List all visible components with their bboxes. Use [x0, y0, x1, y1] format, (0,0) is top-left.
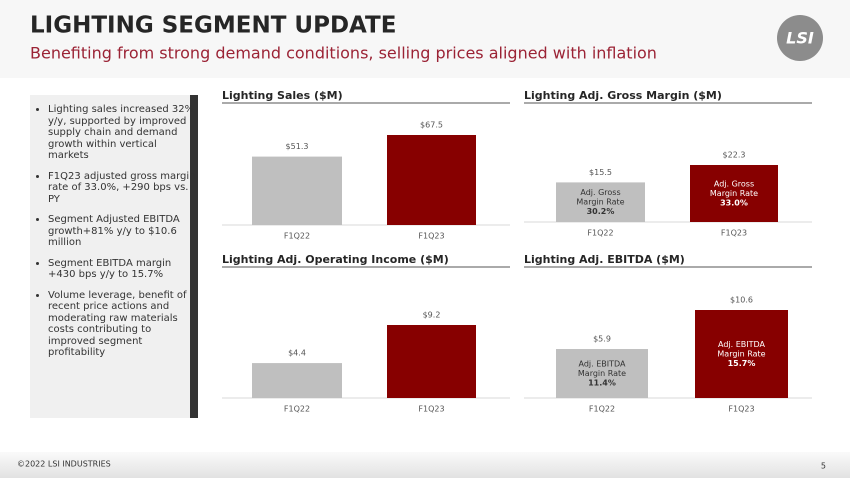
chart-title: Lighting Adj. Operating Income ($M) — [222, 253, 449, 266]
bar-note: 11.4% — [588, 379, 616, 388]
bar-note: Adj. Gross — [580, 188, 620, 197]
bar — [690, 165, 778, 222]
bullet: F1Q23 adjusted gross margin rate of 33.0… — [48, 171, 198, 206]
bar-note: Adj. EBITDA — [579, 360, 627, 369]
bullet-panel — [30, 95, 190, 418]
chart-title: Lighting Adj. Gross Margin ($M) — [524, 89, 722, 102]
slide-title: LIGHTING SEGMENT UPDATE — [30, 13, 396, 39]
bullet: Volume leverage, benefit of recent price… — [48, 290, 198, 359]
bar — [387, 135, 476, 225]
footer-band — [0, 452, 850, 478]
x-tick-label: F1Q22 — [284, 405, 310, 414]
bar-note: Margin Rate — [710, 189, 758, 198]
bar-note: 33.0% — [720, 199, 748, 208]
x-tick-label: F1Q22 — [284, 232, 310, 241]
value-label: $10.6 — [730, 296, 753, 305]
bar — [556, 349, 648, 398]
value-label: $67.5 — [420, 121, 443, 130]
value-label: $15.5 — [589, 168, 612, 177]
bullet: Segment EBITDA margin +430 bps y/y to 15… — [48, 258, 198, 281]
logo-text: LSI — [786, 29, 814, 48]
bar-note: Adj. EBITDA — [718, 340, 766, 349]
bar-note: Margin Rate — [578, 369, 626, 378]
bar-note: 15.7% — [728, 359, 756, 368]
value-label: $5.9 — [593, 335, 611, 344]
bar-note: 30.2% — [587, 207, 615, 216]
value-label: $22.3 — [723, 151, 746, 160]
bar — [695, 310, 788, 398]
panel-edge — [190, 95, 198, 418]
x-tick-label: F1Q23 — [728, 405, 754, 414]
bar-note: Adj. Gross — [714, 180, 754, 189]
bar-note: Margin Rate — [576, 198, 624, 207]
x-tick-label: F1Q23 — [418, 232, 444, 241]
bar — [387, 325, 476, 398]
chart-title: Lighting Adj. EBITDA ($M) — [524, 253, 685, 266]
x-tick-label: F1Q23 — [418, 405, 444, 414]
value-label: $9.2 — [423, 311, 441, 320]
value-label: $51.3 — [286, 142, 309, 151]
page-number: 5 — [821, 462, 826, 471]
bullet: Segment Adjusted EBITDA growth+81% y/y t… — [48, 214, 198, 249]
bullet-list: Lighting sales increased 32% y/y, suppor… — [30, 104, 198, 368]
bar — [252, 363, 342, 398]
x-tick-label: F1Q22 — [589, 405, 615, 414]
slide-subtitle: Benefiting from strong demand conditions… — [30, 44, 657, 63]
value-label: $4.4 — [288, 349, 306, 358]
x-tick-label: F1Q23 — [721, 229, 747, 238]
logo — [777, 15, 823, 61]
chart-title: Lighting Sales ($M) — [222, 89, 343, 102]
bar — [556, 182, 645, 222]
bar — [252, 156, 342, 225]
bar-note: Margin Rate — [717, 350, 765, 359]
x-tick-label: F1Q22 — [587, 229, 613, 238]
bullet: Lighting sales increased 32% y/y, suppor… — [48, 104, 198, 162]
footer-copyright: ©2022 LSI INDUSTRIES — [17, 460, 111, 469]
header-band — [0, 0, 850, 78]
